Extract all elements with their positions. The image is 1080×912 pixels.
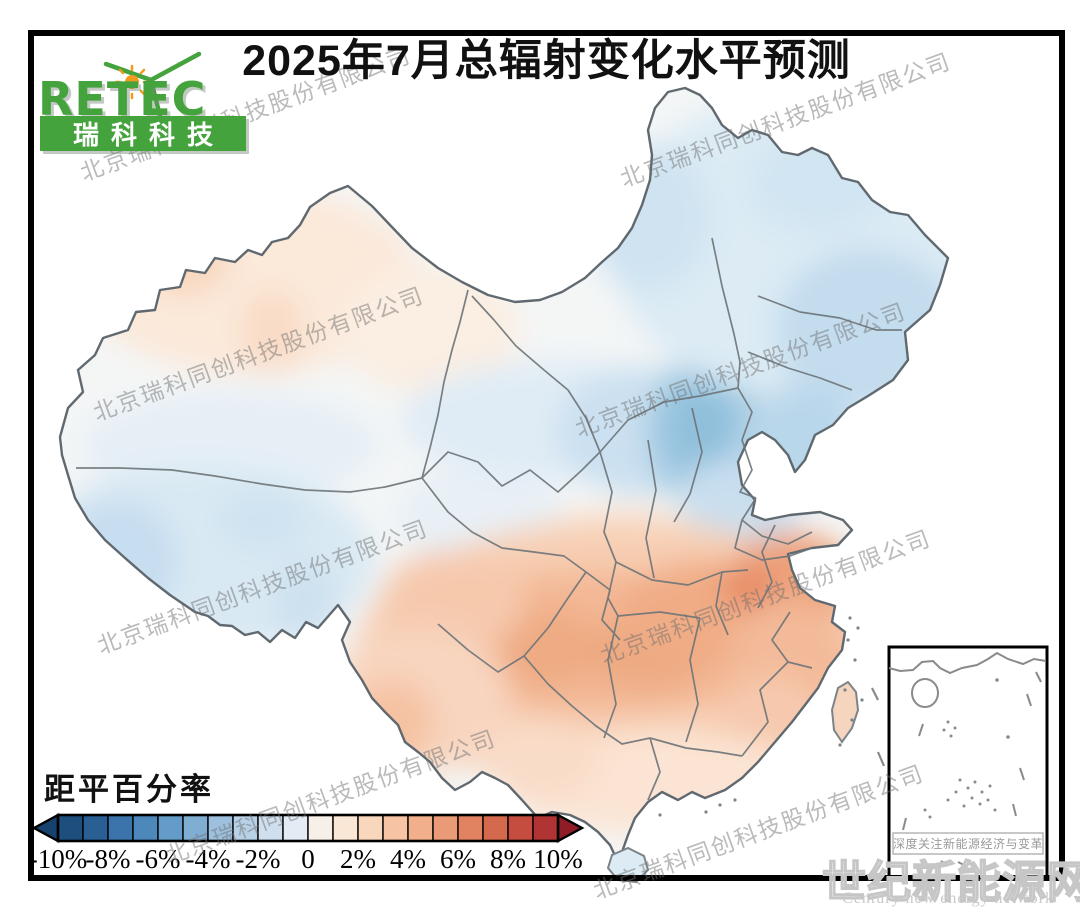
colorbar-segment xyxy=(282,814,309,842)
colorbar-segment xyxy=(57,814,84,842)
anomaly-region xyxy=(340,265,520,395)
taiwan-island xyxy=(830,680,860,744)
colorbar-segment xyxy=(432,814,459,842)
anomaly-region xyxy=(240,288,304,372)
colorbar-tick-label: -4% xyxy=(186,844,231,874)
province-line xyxy=(615,561,749,586)
colorbar-segment xyxy=(182,814,209,842)
province-line xyxy=(649,737,743,757)
anomaly-region xyxy=(217,488,307,552)
colorbar-tick-label: 6% xyxy=(440,844,476,874)
inset-coastline xyxy=(888,651,1047,675)
colorbar-tick-label: 0 xyxy=(301,844,315,874)
province-line xyxy=(599,387,739,453)
colorbar-segment xyxy=(482,814,509,842)
logo-cn-box: 瑞科科技 xyxy=(40,116,246,151)
colorbar-tick-label: 2% xyxy=(340,844,376,874)
colorbar-tick-label: -6% xyxy=(136,844,181,874)
colorbar-segment xyxy=(457,814,484,842)
inset-slogan-box xyxy=(892,832,1044,855)
colorbar-tick-label: 10% xyxy=(533,844,583,874)
province-line xyxy=(523,655,651,745)
province-line xyxy=(647,737,661,801)
colorbar-segment xyxy=(382,814,409,842)
province-line xyxy=(737,387,757,499)
anomaly-region xyxy=(672,386,732,466)
colorbar-segment xyxy=(107,814,134,842)
anomaly-region xyxy=(586,146,710,290)
anomaly-region xyxy=(493,610,603,686)
sun-icon xyxy=(114,64,150,100)
colorbar-segment xyxy=(532,814,559,842)
inset-hainan xyxy=(911,678,939,708)
colorbar-segment xyxy=(257,814,284,842)
logo-cn-text: 瑞科科技 xyxy=(72,120,225,150)
colorbar-tick-label: 4% xyxy=(390,844,426,874)
province-line xyxy=(421,477,587,573)
province-line xyxy=(421,451,601,493)
site-watermark-en: Century new energy network xyxy=(842,890,1054,907)
coastal-islets xyxy=(658,616,864,817)
colorbar-outline xyxy=(56,813,560,843)
province-line xyxy=(645,439,657,579)
colorbar-segment xyxy=(507,814,534,842)
colorbar-left-arrow xyxy=(31,812,60,844)
province-line xyxy=(741,519,813,545)
province-line xyxy=(715,571,729,636)
map-frame xyxy=(28,30,1065,881)
china-outline xyxy=(58,86,950,864)
colorbar-segment xyxy=(207,814,234,842)
colorbar-tick-label: -8% xyxy=(86,844,131,874)
province-line xyxy=(734,497,813,561)
province-line xyxy=(421,289,469,479)
colorbar-segment xyxy=(307,814,334,842)
inset-island-dots xyxy=(923,678,1010,864)
site-watermark: 世纪新能源网 xyxy=(821,857,1080,908)
colorbar-tick-label: 8% xyxy=(490,844,526,874)
province-line xyxy=(771,611,813,669)
page-title: 2025年7月总辐射变化水平预测 xyxy=(242,37,851,85)
province-line xyxy=(685,617,701,743)
colorbar-segment xyxy=(157,814,184,842)
anomaly-region xyxy=(60,498,180,622)
anomaly-region xyxy=(740,386,860,498)
inset-dash-boundary xyxy=(902,671,1042,867)
colorbar-tick-label: -10% xyxy=(29,844,87,874)
colorbar-segment xyxy=(82,814,109,842)
province-line xyxy=(471,295,601,453)
colorbar-segment xyxy=(357,814,384,842)
province-line xyxy=(741,661,789,757)
colorbar-tick-label: -2% xyxy=(236,844,281,874)
province-line xyxy=(673,407,703,523)
colorbar-segment xyxy=(407,814,434,842)
colorbar-segment xyxy=(332,814,359,842)
inset-slogan-text: 深度关注新能源经济与变革 xyxy=(893,836,1043,851)
anomaly-region xyxy=(480,720,600,800)
anomaly-region xyxy=(380,550,524,654)
province-line xyxy=(747,351,853,391)
province-line xyxy=(76,467,423,493)
province-line xyxy=(603,615,619,739)
anomaly-region xyxy=(60,465,375,655)
anomaly-region xyxy=(748,130,892,234)
colorbar-segment xyxy=(132,814,159,842)
colorbar: -10%-8% -6% -4% -2% 0 2% 4% 6% 8% 10% xyxy=(29,812,585,874)
anomaly-region xyxy=(722,568,774,608)
south-china-sea-inset: 深度关注新能源经济与变革 xyxy=(887,645,1049,879)
province-line xyxy=(585,571,621,641)
province-line xyxy=(757,524,776,609)
wind-turbine-icon xyxy=(103,51,202,119)
province-line xyxy=(599,451,619,617)
province-line xyxy=(711,237,741,389)
province-boundaries xyxy=(76,237,902,801)
sea-dash-lines xyxy=(871,687,886,767)
retec-logo: RETEC 瑞科科技 xyxy=(38,44,250,156)
anomaly-region xyxy=(350,680,434,764)
colorbar-segment xyxy=(232,814,259,842)
colorbar-label: 距平百分率 xyxy=(44,772,214,807)
province-line xyxy=(617,611,701,619)
province-line xyxy=(757,295,902,331)
